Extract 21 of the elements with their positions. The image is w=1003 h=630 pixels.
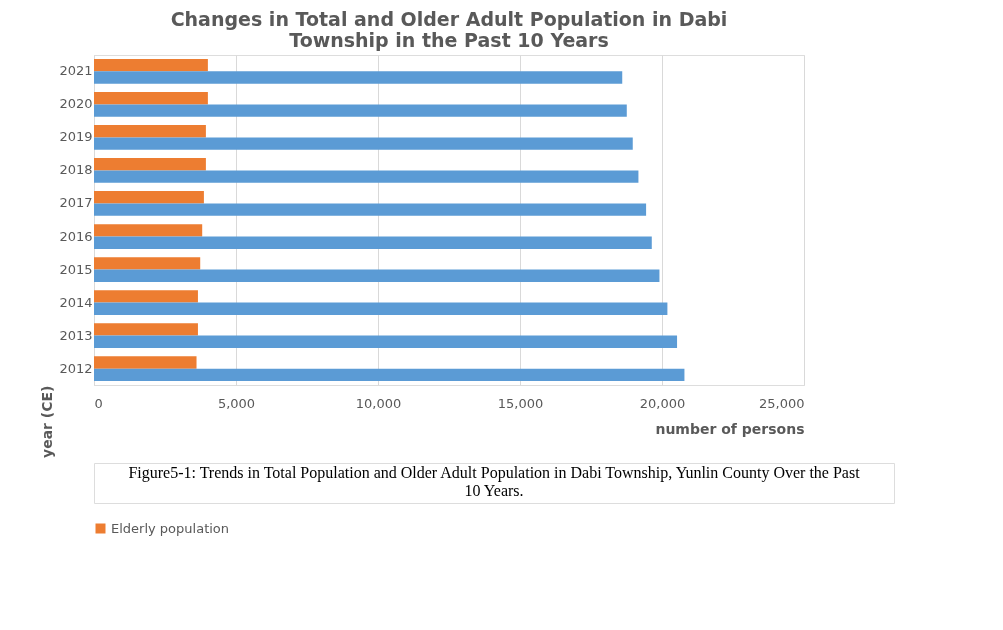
y-tick-label: 2013 xyxy=(59,327,93,343)
caption: Figure5-1: Trends in Total Population and Older Adult Population in Dabi Township, Yunlin County Over the Past 10 Years. xyxy=(128,464,861,499)
y-tick-label: 2019 xyxy=(59,129,93,145)
x-tick-label: 15,000 xyxy=(497,395,544,411)
y-tick-label: 2017 xyxy=(59,195,93,211)
x-tick-label: 20,000 xyxy=(639,395,686,411)
x-tick-label: 0 xyxy=(94,395,103,411)
y-tick-label: 2014 xyxy=(59,294,93,310)
chart-title: Changes in Total and Older Adult Population in Dabi Township in the Past 10 Years xyxy=(170,8,728,51)
x-tick-label: 10,000 xyxy=(355,395,402,411)
x-tick-label: 25,000 xyxy=(759,395,805,411)
y-tick-label: 2021 xyxy=(59,63,93,79)
y-tick-label: 2018 xyxy=(59,162,93,178)
y-tick-label: 2012 xyxy=(59,360,93,376)
y-tick-label: 2016 xyxy=(59,228,93,244)
legend-label: Elderly population xyxy=(111,520,230,536)
y-tick-label: 2020 xyxy=(59,96,93,112)
y-axis-title: year (CE) xyxy=(39,385,56,458)
y-tick-label: 2015 xyxy=(59,261,93,277)
x-tick-label: 5,000 xyxy=(217,395,256,411)
x-axis-title: number of persons xyxy=(655,420,805,437)
